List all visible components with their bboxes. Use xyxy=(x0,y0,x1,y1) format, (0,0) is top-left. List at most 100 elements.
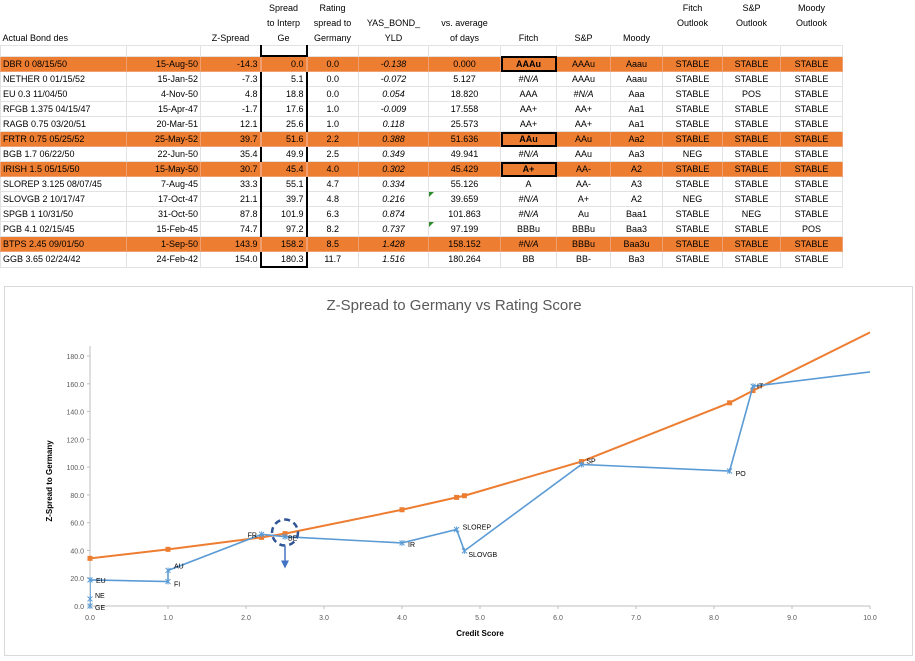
cell-desc[interactable]: RFGB 1.375 04/15/47 xyxy=(0,101,127,117)
cell-yld[interactable]: -0.009 xyxy=(358,101,429,117)
cell-zspread[interactable]: 4.8 xyxy=(200,86,261,102)
cell-avg[interactable]: 51.636 xyxy=(428,131,501,147)
cell-interp[interactable]: 17.6 xyxy=(259,101,308,117)
cell-rating[interactable]: 0.0 xyxy=(306,55,359,72)
cell-rating[interactable]: 8.2 xyxy=(306,221,359,237)
cell-date[interactable]: 4-Nov-50 xyxy=(126,86,201,102)
table-row[interactable]: SLOVGB 2 10/17/47 17-Oct-47 21.1 39.7 4.8 0.2… xyxy=(0,191,843,207)
cell-yld[interactable]: 0.874 xyxy=(358,206,429,222)
cell-moody-outlook[interactable]: STABLE xyxy=(780,236,843,252)
cell-rating[interactable]: 4.7 xyxy=(306,176,359,192)
cell-moody-outlook[interactable]: STABLE xyxy=(780,116,843,132)
cell-rating[interactable]: 0.0 xyxy=(306,71,359,87)
cell-sp-outlook[interactable]: STABLE xyxy=(722,116,781,132)
cell-zspread[interactable]: 30.7 xyxy=(200,161,261,177)
cell-date[interactable]: 15-Feb-45 xyxy=(126,221,201,237)
cell-rating[interactable]: 0.0 xyxy=(306,86,359,102)
cell-date[interactable]: 1-Sep-50 xyxy=(126,236,201,252)
cell-fitch-outlook[interactable]: NEG xyxy=(662,191,723,207)
cell-moody-outlook[interactable]: STABLE xyxy=(780,71,843,87)
cell-rating[interactable]: 2.5 xyxy=(306,146,359,162)
cell-yld[interactable]: 0.349 xyxy=(358,146,429,162)
chart-area[interactable]: Z-Spread to Germany vs Rating Score 0.0 2… xyxy=(4,286,913,656)
table-row[interactable]: DBR 0 08/15/50 15-Aug-50 -14.3 0.0 0.0 -0.138… xyxy=(0,55,843,72)
cell-desc[interactable]: FRTR 0.75 05/25/52 xyxy=(0,131,127,147)
cell-moody[interactable]: Baa1 xyxy=(610,206,663,222)
cell-zspread[interactable]: 39.7 xyxy=(200,131,261,147)
cell-desc[interactable]: IRISH 1.5 05/15/50 xyxy=(0,161,127,177)
table-row[interactable]: EU 0.3 11/04/50 4-Nov-50 4.8 18.8 0.0 0.054 18… xyxy=(0,86,843,102)
cell-zspread[interactable]: -7.3 xyxy=(200,71,261,87)
cell-zspread[interactable]: 143.9 xyxy=(200,236,261,252)
cell-date[interactable]: 17-Oct-47 xyxy=(126,191,201,207)
cell-interp[interactable]: 45.4 xyxy=(259,161,308,177)
cell-fitch[interactable]: #N/A xyxy=(500,236,557,252)
cell-moody-outlook[interactable]: STABLE xyxy=(780,146,843,162)
cell-avg[interactable]: 0.000 xyxy=(428,55,501,72)
cell-desc[interactable]: DBR 0 08/15/50 xyxy=(0,55,127,72)
cell-sp[interactable]: Au xyxy=(556,206,611,222)
cell-yld[interactable]: 0.302 xyxy=(358,161,429,177)
cell-fitch-outlook[interactable]: STABLE xyxy=(662,206,723,222)
cell-moody[interactable]: Aaau xyxy=(610,71,663,87)
cell-sp-outlook[interactable]: STABLE xyxy=(722,251,781,268)
cell-moody-outlook[interactable]: STABLE xyxy=(780,55,843,72)
cell-interp[interactable]: 51.6 xyxy=(259,131,308,147)
cell-moody-outlook[interactable]: STABLE xyxy=(780,206,843,222)
cell-desc[interactable]: SLOVGB 2 10/17/47 xyxy=(0,191,127,207)
cell-desc[interactable]: PGB 4.1 02/15/45 xyxy=(0,221,127,237)
cell-desc[interactable]: GGB 3.65 02/24/42 xyxy=(0,251,127,268)
cell-yld[interactable]: 0.388 xyxy=(358,131,429,147)
cell-moody[interactable]: A3 xyxy=(610,176,663,192)
spreadsheet[interactable]: Spread Rating Fitch S&P Moody to Interp … xyxy=(0,0,915,276)
table-row[interactable]: RFGB 1.375 04/15/47 15-Apr-47 -1.7 17.6 1.0-… xyxy=(0,101,843,117)
cell-sp-outlook[interactable]: STABLE xyxy=(722,131,781,147)
cell-interp[interactable]: 55.1 xyxy=(259,176,308,192)
cell-sp[interactable]: #N/A xyxy=(556,86,611,102)
cell-moody[interactable]: Aa1 xyxy=(610,101,663,117)
cell-rating[interactable]: 6.3 xyxy=(306,206,359,222)
cell-fitch-outlook[interactable]: STABLE xyxy=(662,161,723,177)
cell-sp-outlook[interactable]: STABLE xyxy=(722,55,781,72)
cell-interp[interactable]: 180.3 xyxy=(259,251,308,268)
cell-fitch-outlook[interactable]: STABLE xyxy=(662,236,723,252)
cell-fitch[interactable]: AAA xyxy=(500,86,557,102)
cell-moody-outlook[interactable]: STABLE xyxy=(780,131,843,147)
cell-moody-outlook[interactable]: STABLE xyxy=(780,251,843,268)
cell-avg[interactable]: 101.863 xyxy=(428,206,501,222)
cell-avg[interactable]: 55.126 xyxy=(428,176,501,192)
cell-fitch-outlook[interactable]: NEG xyxy=(662,146,723,162)
cell-zspread[interactable]: 154.0 xyxy=(200,251,261,268)
cell-avg[interactable]: 158.152 xyxy=(428,236,501,252)
cell-yld[interactable]: 0.216 xyxy=(358,191,429,207)
cell-yld[interactable]: -0.072 xyxy=(358,71,429,87)
cell-sp[interactable]: AAu xyxy=(556,146,611,162)
cell-zspread[interactable]: 35.4 xyxy=(200,146,261,162)
cell-fitch[interactable]: AA+ xyxy=(500,101,557,117)
cell-date[interactable]: 20-Mar-51 xyxy=(126,116,201,132)
cell-sp-outlook[interactable]: STABLE xyxy=(722,161,781,177)
cell-desc[interactable]: SPGB 1 10/31/50 xyxy=(0,206,127,222)
cell-fitch-outlook[interactable]: STABLE xyxy=(662,176,723,192)
table-row[interactable]: RAGB 0.75 03/20/51 20-Mar-51 12.1 25.6 1.0 0.… xyxy=(0,116,843,132)
cell-zspread[interactable]: 33.3 xyxy=(200,176,261,192)
cell-interp[interactable]: 18.8 xyxy=(259,86,308,102)
cell-moody-outlook[interactable]: STABLE xyxy=(780,176,843,192)
cell-sp-outlook[interactable]: STABLE xyxy=(722,101,781,117)
table-row[interactable]: PGB 4.1 02/15/45 15-Feb-45 74.7 97.2 8.2 0.73… xyxy=(0,221,843,237)
cell-avg[interactable]: 18.820 xyxy=(428,86,501,102)
cell-interp[interactable]: 39.7 xyxy=(259,191,308,207)
cell-fitch-outlook[interactable]: STABLE xyxy=(662,251,723,268)
cell-sp[interactable]: AA+ xyxy=(556,116,611,132)
cell-yld[interactable]: 1.428 xyxy=(358,236,429,252)
cell-zspread[interactable]: -14.3 xyxy=(200,55,261,72)
cell-interp[interactable]: 158.2 xyxy=(259,236,308,252)
cell-yld[interactable]: 0.737 xyxy=(358,221,429,237)
cell-zspread[interactable]: 74.7 xyxy=(200,221,261,237)
cell-fitch[interactable]: BB xyxy=(500,251,557,268)
cell-desc[interactable]: EU 0.3 11/04/50 xyxy=(0,86,127,102)
cell-zspread[interactable]: -1.7 xyxy=(200,101,261,117)
cell-moody[interactable]: Aaa xyxy=(610,86,663,102)
cell-yld[interactable]: 0.334 xyxy=(358,176,429,192)
cell-avg[interactable]: 180.264 xyxy=(428,251,501,268)
